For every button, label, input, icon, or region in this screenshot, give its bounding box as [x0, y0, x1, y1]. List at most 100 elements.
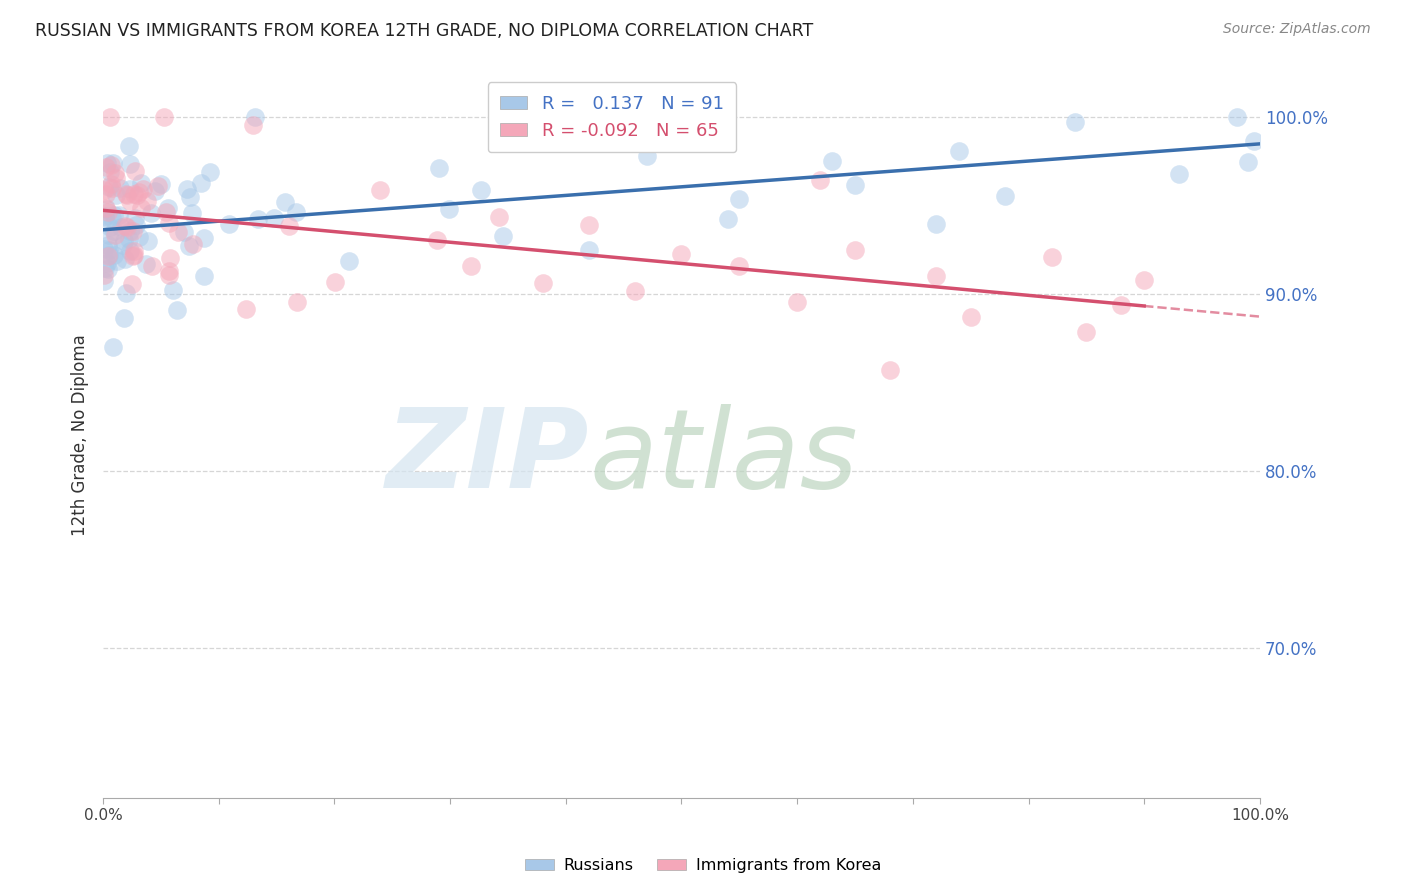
Point: [98, 180, 121, 194]
Legend: R =   0.137   N = 91, R = -0.092   N = 65: R = 0.137 N = 91, R = -0.092 N = 65: [488, 82, 737, 153]
Point: [96, 256, 118, 270]
Point: [100, 158, 122, 172]
Point: [274, 195, 297, 210]
Point: [247, 212, 270, 227]
Point: [717, 211, 740, 226]
Point: [101, 156, 124, 170]
Point: [1063, 115, 1085, 129]
Point: [98, 164, 121, 178]
Point: [97, 261, 120, 276]
Point: [143, 185, 166, 199]
Point: [103, 247, 125, 261]
Point: [114, 252, 136, 266]
Point: [97, 205, 120, 219]
Legend: Russians, Immigrants from Korea: Russians, Immigrants from Korea: [519, 852, 887, 880]
Point: [128, 186, 150, 200]
Point: [105, 253, 128, 268]
Point: [104, 170, 127, 185]
Point: [959, 310, 981, 324]
Text: atlas: atlas: [589, 404, 858, 511]
Point: [150, 177, 173, 191]
Point: [879, 363, 901, 377]
Point: [1109, 298, 1132, 312]
Point: [93, 274, 115, 288]
Point: [101, 211, 124, 226]
Point: [554, 120, 576, 135]
Point: [167, 226, 190, 240]
Point: [427, 161, 450, 175]
Point: [146, 178, 169, 193]
Point: [808, 173, 831, 187]
Point: [141, 259, 163, 273]
Point: [93, 268, 115, 283]
Point: [159, 251, 181, 265]
Point: [671, 246, 693, 260]
Point: [844, 243, 866, 257]
Point: [1040, 250, 1063, 264]
Point: [121, 249, 143, 263]
Point: [118, 139, 141, 153]
Point: [93, 183, 115, 197]
Point: [325, 275, 347, 289]
Point: [636, 149, 658, 163]
Point: [94, 201, 117, 215]
Point: [492, 228, 515, 243]
Point: [1076, 325, 1098, 339]
Point: [173, 225, 195, 239]
Point: [121, 277, 143, 291]
Point: [460, 259, 482, 273]
Point: [578, 243, 600, 257]
Point: [183, 236, 205, 251]
Point: [925, 217, 948, 231]
Point: [129, 176, 152, 190]
Point: [157, 216, 180, 230]
Point: [821, 153, 844, 168]
Point: [437, 202, 460, 216]
Point: [218, 217, 240, 231]
Point: [786, 294, 808, 309]
Point: [94, 202, 117, 217]
Point: [1226, 110, 1249, 124]
Point: [243, 110, 266, 124]
Point: [101, 340, 124, 354]
Point: [115, 186, 138, 201]
Point: [671, 110, 693, 124]
Point: [120, 157, 142, 171]
Point: [948, 144, 970, 158]
Point: [96, 160, 118, 174]
Point: [112, 234, 135, 248]
Point: [531, 276, 554, 290]
Point: [139, 206, 162, 220]
Point: [190, 176, 212, 190]
Point: [104, 228, 127, 243]
Point: [994, 189, 1017, 203]
Point: [110, 219, 132, 234]
Point: [624, 285, 647, 299]
Point: [198, 165, 221, 179]
Point: [115, 188, 138, 202]
Point: [426, 233, 449, 247]
Point: [118, 232, 141, 246]
Point: [284, 204, 307, 219]
Point: [117, 219, 139, 234]
Point: [157, 263, 180, 277]
Point: [287, 295, 309, 310]
Point: [844, 178, 866, 193]
Point: [98, 220, 121, 235]
Point: [100, 180, 122, 194]
Point: [470, 183, 492, 197]
Point: [1243, 134, 1265, 148]
Point: [263, 211, 285, 225]
Point: [162, 284, 184, 298]
Y-axis label: 12th Grade, No Diploma: 12th Grade, No Diploma: [72, 334, 89, 536]
Point: [112, 311, 135, 326]
Point: [118, 181, 141, 195]
Point: [1133, 273, 1156, 287]
Point: [155, 205, 177, 219]
Point: [176, 182, 198, 196]
Point: [132, 182, 155, 196]
Point: [728, 192, 751, 206]
Point: [96, 155, 118, 169]
Point: [235, 301, 257, 316]
Point: [115, 285, 138, 300]
